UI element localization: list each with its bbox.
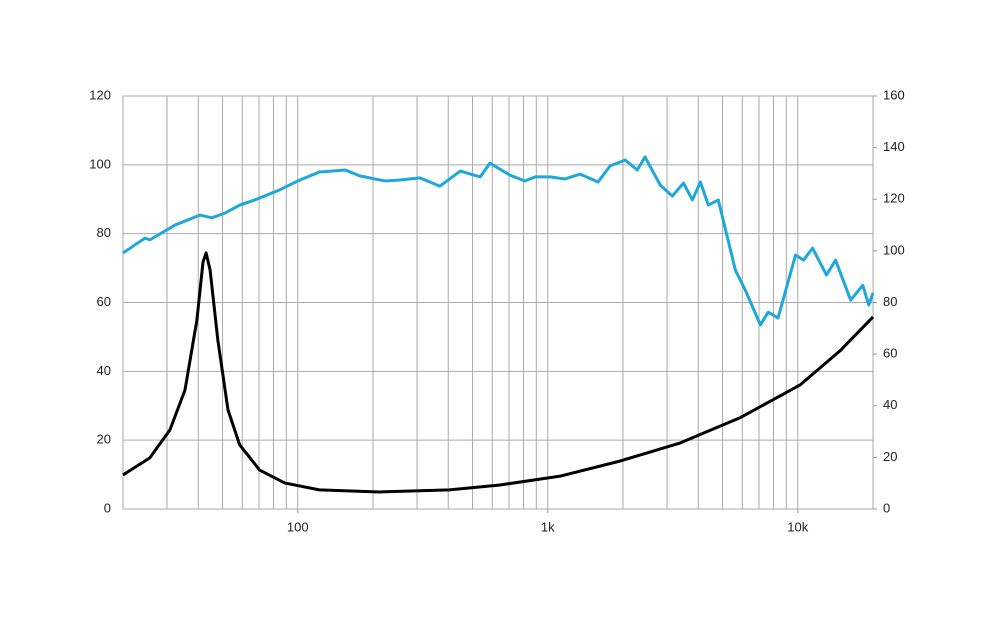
- y-tick-label: 40: [97, 363, 111, 378]
- y-tick-label: 0: [104, 500, 111, 515]
- y2-tick-label: 120: [883, 191, 905, 206]
- x-tick-label: 10k: [787, 519, 808, 534]
- y2-tick-label: 0: [883, 500, 890, 515]
- x-tick-label: 1k: [541, 519, 555, 534]
- y2-tick-label: 100: [883, 242, 905, 257]
- y-tick-label: 80: [97, 225, 111, 240]
- y-tick-label: 60: [97, 294, 111, 309]
- y-tick-label: 100: [89, 156, 111, 171]
- series-line: [122, 251, 875, 494]
- y-tick-label: 120: [89, 87, 111, 102]
- y2-tick-label: 40: [883, 397, 897, 412]
- x-tick-label: 100: [287, 519, 309, 534]
- y2-tick-label: 80: [883, 294, 897, 309]
- series-line: [122, 155, 875, 327]
- y-tick-label: 20: [97, 432, 111, 447]
- y2-tick-label: 140: [883, 139, 905, 154]
- y2-tick-label: 160: [883, 87, 905, 102]
- y2-tick-label: 60: [883, 346, 897, 361]
- y2-tick-label: 20: [883, 449, 897, 464]
